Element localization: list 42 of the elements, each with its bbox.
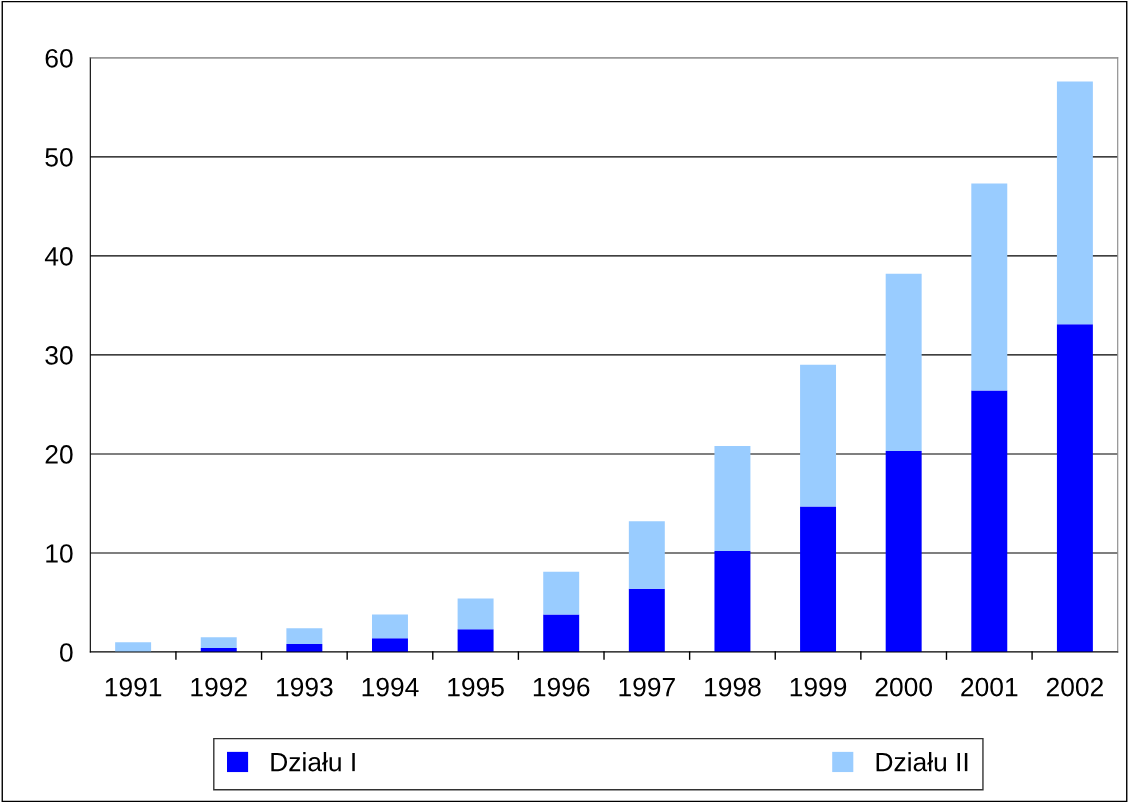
bar bbox=[200, 637, 237, 649]
y-tick-label: 40 bbox=[44, 247, 73, 266]
y-tick-label: 10 bbox=[46, 544, 73, 563]
x-tick-label: 1991 bbox=[105, 677, 162, 697]
x-tick-label: 1996 bbox=[533, 677, 590, 697]
bar bbox=[800, 506, 837, 653]
y-tick-label: 30 bbox=[45, 346, 73, 365]
x-tick-label: 1999 bbox=[790, 677, 847, 697]
bar bbox=[543, 571, 580, 615]
x-tick-label: 2000 bbox=[875, 677, 932, 697]
bar bbox=[628, 588, 665, 653]
bar bbox=[372, 638, 408, 653]
bar bbox=[286, 628, 323, 645]
y-tick-label: 0 bbox=[60, 643, 73, 662]
bar bbox=[714, 551, 751, 653]
bar bbox=[971, 390, 1008, 653]
x-tick-label: 2001 bbox=[961, 677, 1018, 697]
y-tick-label: 60 bbox=[45, 48, 73, 68]
x-tick-label: 1995 bbox=[448, 677, 504, 697]
bar bbox=[971, 183, 1008, 391]
y-tick-label: 50 bbox=[45, 147, 73, 167]
x-tick-label: 1993 bbox=[277, 677, 333, 697]
x-tick-label: 1994 bbox=[362, 677, 419, 697]
x-tick-label: 2002 bbox=[1046, 677, 1103, 697]
x-tick-label: 1998 bbox=[705, 677, 761, 697]
bar bbox=[885, 450, 922, 653]
bar bbox=[372, 614, 408, 639]
bar bbox=[1056, 81, 1093, 325]
legend-label: Działu II bbox=[876, 752, 968, 772]
bar bbox=[115, 642, 152, 653]
x-tick-label: 1997 bbox=[619, 677, 675, 697]
bar bbox=[628, 521, 665, 589]
bar bbox=[457, 598, 494, 630]
bar bbox=[1056, 324, 1093, 653]
legend-label: Działu I bbox=[271, 752, 355, 772]
bar bbox=[457, 629, 494, 653]
bar bbox=[800, 364, 837, 507]
bar bbox=[885, 273, 922, 451]
y-tick-label: 20 bbox=[45, 445, 73, 464]
x-tick-label: 1992 bbox=[191, 677, 247, 697]
bar bbox=[543, 614, 580, 653]
bar bbox=[714, 446, 751, 552]
